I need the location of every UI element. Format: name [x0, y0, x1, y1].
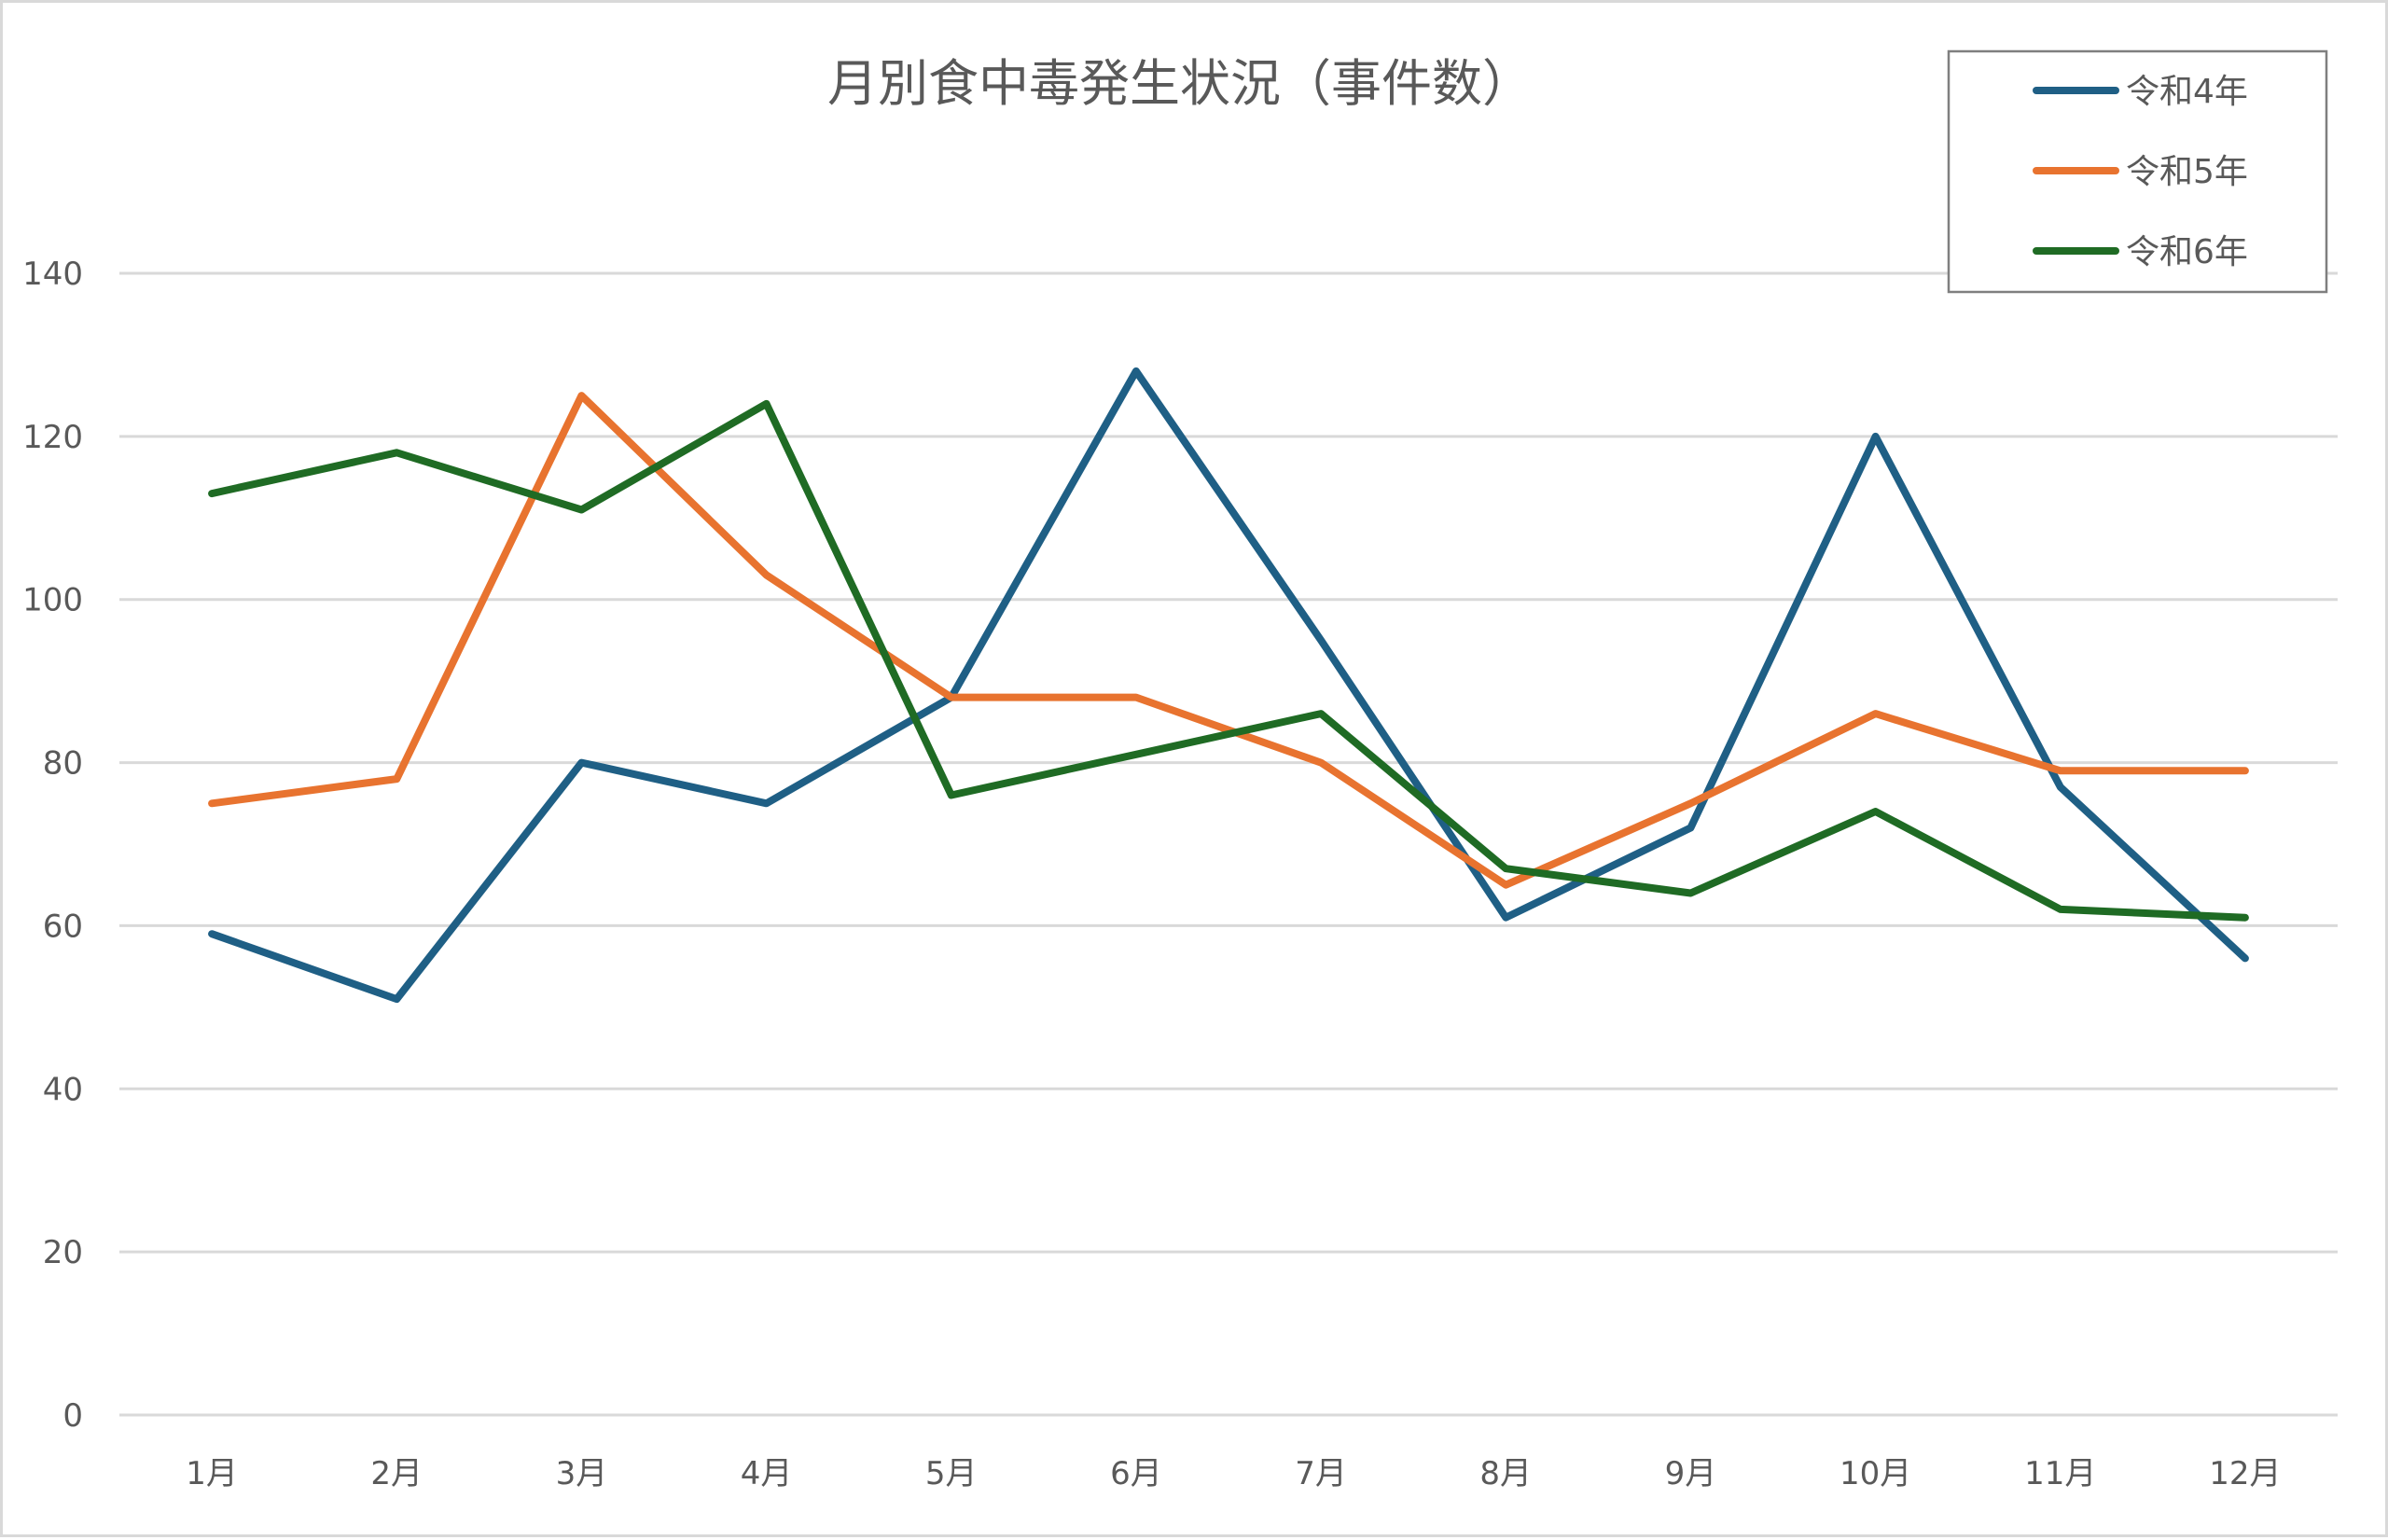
series-line-3 [208, 399, 2249, 922]
x-tick-label: 5月 [925, 1455, 978, 1492]
line-chart: 月別食中毒発生状況（事件数） 0 20 40 60 80 100 120 140 1月 2月 3月… [22, 49, 2338, 1492]
legend-label-2: 令和5年 [2126, 153, 2248, 191]
x-tick-label: 1月 [186, 1455, 238, 1492]
x-tick-label: 6月 [1110, 1455, 1162, 1492]
legend-label-3: 令和6年 [2126, 233, 2248, 271]
y-tick-label: 120 [22, 419, 83, 456]
y-tick-label: 100 [22, 582, 83, 619]
legend-box [1947, 49, 2328, 294]
y-tick-label: 80 [43, 745, 83, 783]
x-tick-label: 11月 [2024, 1455, 2096, 1492]
x-tick-label: 10月 [1840, 1455, 1911, 1492]
y-tick-label: 20 [43, 1234, 83, 1271]
x-tick-label: 12月 [2209, 1455, 2281, 1492]
series-lines [208, 367, 2249, 1004]
x-axis-tick-labels: 1月 2月 3月 4月 5月 6月 7月 8月 9月 10月 11月 12月 [186, 1455, 2281, 1492]
x-tick-label: 7月 [1295, 1455, 1347, 1492]
x-tick-label: 8月 [1479, 1455, 1532, 1492]
y-tick-label: 140 [22, 256, 83, 293]
x-tick-label: 2月 [370, 1455, 423, 1492]
y-tick-label: 40 [43, 1071, 83, 1108]
legend-label-1: 令和4年 [2126, 73, 2248, 111]
y-axis-tick-labels: 0 20 40 60 80 100 120 140 [22, 256, 83, 1435]
series-line-2 [208, 392, 2249, 889]
y-tick-label: 0 [62, 1397, 83, 1435]
series-line-1 [208, 367, 2249, 1004]
gridlines [119, 271, 2338, 1417]
x-tick-label: 4月 [741, 1455, 793, 1492]
x-tick-label: 9月 [1665, 1455, 1717, 1492]
y-tick-label: 60 [43, 908, 83, 945]
chart-title: 月別食中毒発生状況（事件数） [827, 54, 1533, 113]
x-tick-label: 3月 [556, 1455, 608, 1492]
